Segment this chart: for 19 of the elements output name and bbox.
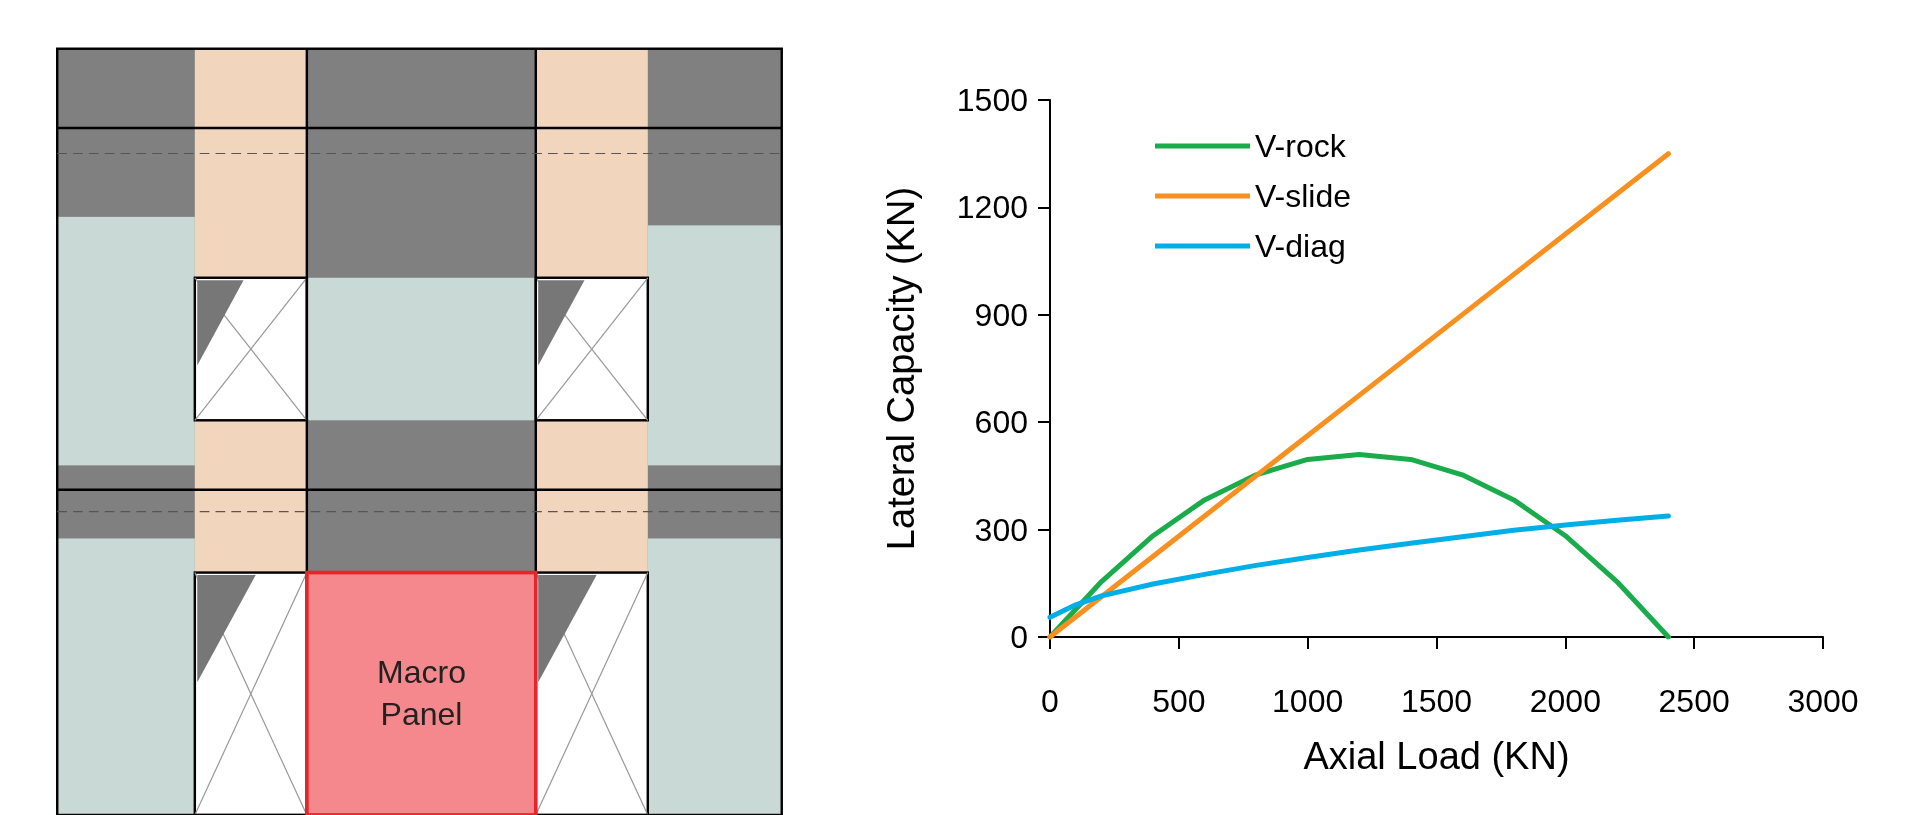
legend-label: V-rock	[1255, 128, 1347, 164]
legend-label: V-diag	[1255, 228, 1346, 264]
x-tick-label: 2500	[1658, 683, 1730, 719]
y-tick-label: 0	[1010, 619, 1028, 655]
x-tick-label: 0	[1041, 683, 1059, 719]
x-tick-label: 1500	[1400, 683, 1473, 719]
x-axis-title: Axial Load (KN)	[1303, 735, 1570, 777]
legend-label: V-slide	[1255, 178, 1352, 214]
y-tick-label: 600	[974, 404, 1028, 441]
x-tick-label: 3000	[1787, 683, 1859, 719]
y-tick-label: 900	[974, 296, 1028, 333]
y-axis-title: Lateral Capacity (KN)	[880, 186, 922, 551]
y-tick-label: 1200	[956, 189, 1028, 226]
x-tick-label: 2000	[1529, 683, 1601, 719]
text: Macro Panel	[376, 653, 467, 734]
x-tick-label: 1000	[1272, 683, 1344, 719]
y-tick-label: 1500	[956, 82, 1028, 118]
y-tick-label: 300	[974, 511, 1028, 548]
x-tick-label: 500	[1152, 683, 1206, 719]
